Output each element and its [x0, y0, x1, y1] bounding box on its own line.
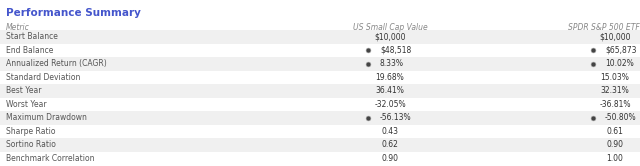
Text: 8.33%: 8.33%	[380, 59, 404, 68]
Bar	[0, 152, 640, 165]
Text: Maximum Drawdown: Maximum Drawdown	[6, 113, 87, 122]
Text: 19.68%: 19.68%	[376, 73, 404, 82]
Text: 32.31%: 32.31%	[600, 86, 629, 95]
Bar	[0, 138, 640, 152]
Text: 0.43: 0.43	[381, 127, 399, 136]
Text: 15.03%: 15.03%	[600, 73, 629, 82]
Text: $48,518: $48,518	[380, 46, 412, 55]
Text: 0.90: 0.90	[381, 154, 399, 163]
Bar	[0, 71, 640, 84]
Text: 1.00: 1.00	[607, 154, 623, 163]
Bar	[0, 30, 640, 43]
Bar	[0, 124, 640, 138]
Bar	[0, 57, 640, 71]
Text: Start Balance: Start Balance	[6, 32, 58, 41]
Bar	[0, 97, 640, 111]
Text: Benchmark Correlation: Benchmark Correlation	[6, 154, 95, 163]
Text: $10,000: $10,000	[374, 32, 406, 41]
Text: -36.81%: -36.81%	[599, 100, 631, 109]
Text: Sortino Ratio: Sortino Ratio	[6, 140, 56, 149]
Text: Worst Year: Worst Year	[6, 100, 47, 109]
Text: Annualized Return (CAGR): Annualized Return (CAGR)	[6, 59, 107, 68]
Bar	[0, 43, 640, 57]
Text: $65,873: $65,873	[605, 46, 637, 55]
Text: SPDR S&P 500 ETF Trust: SPDR S&P 500 ETF Trust	[568, 23, 640, 32]
Text: Best Year: Best Year	[6, 86, 42, 95]
Text: 36.41%: 36.41%	[376, 86, 404, 95]
Bar	[0, 20, 640, 34]
Text: Sharpe Ratio: Sharpe Ratio	[6, 127, 56, 136]
Text: US Small Cap Value: US Small Cap Value	[353, 23, 428, 32]
Text: Performance Summary: Performance Summary	[6, 8, 141, 18]
Bar	[0, 84, 640, 97]
Text: 10.02%: 10.02%	[605, 59, 634, 68]
Bar	[0, 111, 640, 124]
Text: End Balance: End Balance	[6, 46, 53, 55]
Text: $10,000: $10,000	[599, 32, 631, 41]
Text: -56.13%: -56.13%	[380, 113, 412, 122]
Text: -50.80%: -50.80%	[605, 113, 637, 122]
Text: -32.05%: -32.05%	[374, 100, 406, 109]
Text: 0.90: 0.90	[607, 140, 623, 149]
Text: Standard Deviation: Standard Deviation	[6, 73, 81, 82]
Text: Metric: Metric	[6, 23, 30, 32]
Text: 0.61: 0.61	[607, 127, 623, 136]
Text: 0.62: 0.62	[381, 140, 399, 149]
